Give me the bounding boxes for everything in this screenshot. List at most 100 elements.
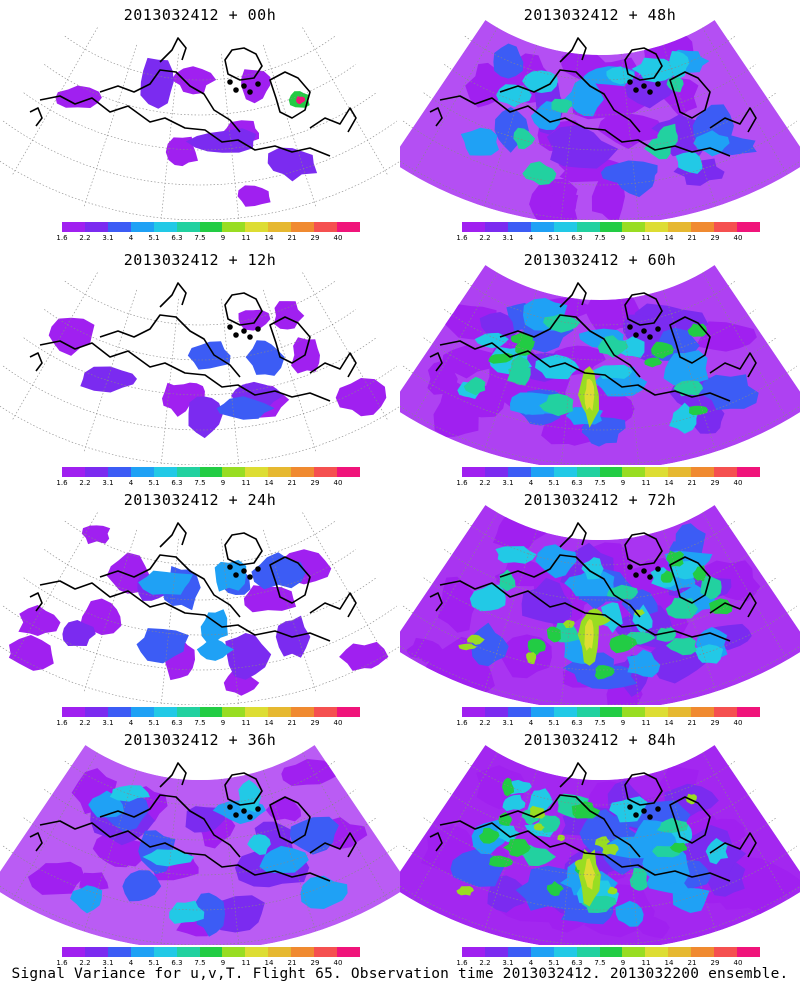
coastline <box>669 556 711 604</box>
meridian-line <box>702 752 788 900</box>
meridian-line <box>483 289 537 452</box>
colorbar-swatch <box>130 707 154 717</box>
island <box>627 564 633 570</box>
island <box>247 814 253 820</box>
colorbar-label: 14 <box>664 719 674 727</box>
variance-contour <box>122 870 162 902</box>
colorbar-swatch <box>484 707 508 717</box>
variance-contour <box>615 900 644 927</box>
colorbar-label: 14 <box>664 234 674 242</box>
coastline <box>624 47 663 81</box>
colorbar-label: 6.3 <box>171 959 183 967</box>
coastlines <box>29 37 357 157</box>
variance-contour <box>196 638 234 661</box>
colorbar-label: 2.2 <box>79 479 91 487</box>
colorbar-label: 1.6 <box>456 959 468 967</box>
variance-contour <box>136 628 189 664</box>
colorbar-swatch <box>153 467 177 477</box>
coastline <box>709 352 757 378</box>
variance-blob <box>223 669 260 696</box>
island <box>655 326 661 332</box>
meridian-line <box>702 512 788 660</box>
colorbar-swatch <box>245 947 269 957</box>
coastline <box>669 796 711 844</box>
colorbar-swatch <box>107 947 131 957</box>
variance-contour <box>225 633 272 680</box>
colorbar-swatch <box>107 467 131 477</box>
variance-blob <box>561 51 608 81</box>
panel-title: 2013032412 + 84h <box>523 731 677 749</box>
island <box>241 328 247 334</box>
coastlines <box>429 762 757 882</box>
figure-caption: Signal Variance for u,v,T. Flight 65. Ob… <box>11 966 789 982</box>
colorbar-label: 3.1 <box>502 234 514 242</box>
colorbar-swatch <box>691 467 715 477</box>
coastline <box>39 95 331 157</box>
colorbar-label: 6.3 <box>571 719 583 727</box>
variance-contour <box>185 806 226 833</box>
panel-00h: 2013032412 + 00h 1.6 2.2 3.1 4 5.1 6.3 7.5 9 11 1… <box>0 0 400 245</box>
coastline <box>224 772 263 806</box>
colorbar-swatch <box>668 707 692 717</box>
variance-contour <box>498 812 513 826</box>
variance-contour <box>660 570 674 583</box>
panel-title: 2013032412 + 60h <box>523 251 677 269</box>
variance-contour <box>693 644 724 664</box>
variance-contour <box>675 152 703 174</box>
colorbar-swatch <box>199 467 223 477</box>
colorbar <box>462 947 760 957</box>
variance-contour <box>466 634 485 645</box>
coastline <box>269 796 311 844</box>
variance-contour <box>62 620 96 646</box>
meridian-line <box>560 53 579 220</box>
colorbar-label: 9 <box>620 234 626 242</box>
colorbar-label: 3.1 <box>102 719 114 727</box>
colorbar-swatch <box>507 947 531 957</box>
colorbar-swatch <box>62 707 85 717</box>
coastline <box>439 820 731 882</box>
meridian-line <box>663 529 717 692</box>
graticule <box>400 272 800 465</box>
colorbar-label: 6.3 <box>571 479 583 487</box>
colorbar-swatch <box>62 222 85 232</box>
colorbar-label: 9 <box>220 234 226 242</box>
variance-contour <box>70 885 103 914</box>
colorbar <box>462 467 760 477</box>
colorbar-labels: 1.6 2.2 3.1 4 5.1 6.3 7.5 9 11 14 21 29 40 <box>56 479 366 491</box>
variance-contour <box>245 340 285 376</box>
meridian-line <box>12 512 98 660</box>
variance-contour <box>543 313 581 333</box>
variance-contour <box>563 77 605 117</box>
variance-contour <box>503 838 531 857</box>
colorbar-swatch <box>553 222 577 232</box>
colorbar-label: 3.1 <box>502 959 514 967</box>
coastline <box>429 107 443 127</box>
colorbar-label: 40 <box>733 959 743 967</box>
colorbar-swatch <box>507 467 531 477</box>
colorbar-swatch <box>176 707 200 717</box>
colorbar-label: 14 <box>264 479 274 487</box>
colorbar-label: 5.1 <box>548 234 560 242</box>
variance-contour <box>140 57 174 109</box>
meridian-line <box>702 27 788 175</box>
variance-contour <box>699 374 759 411</box>
colorbar-label: 4 <box>128 234 134 242</box>
variance-contour <box>576 665 638 690</box>
island <box>255 326 261 332</box>
colorbar-label: 2.2 <box>479 234 491 242</box>
latitude-line <box>44 549 356 601</box>
colorbar-label: 14 <box>264 719 274 727</box>
island <box>655 806 661 812</box>
panel-title: 2013032412 + 00h <box>123 6 277 24</box>
colorbar-swatch <box>691 947 715 957</box>
colorbar-labels: 1.6 2.2 3.1 4 5.1 6.3 7.5 9 11 14 21 29 40 <box>56 719 366 731</box>
colorbar-label: 5.1 <box>548 959 560 967</box>
meridian-line <box>621 538 640 705</box>
island <box>633 812 639 818</box>
colorbar-label: 21 <box>287 234 297 242</box>
variance-contour <box>489 855 514 867</box>
colorbar-label: 21 <box>287 479 297 487</box>
variance-contour <box>487 875 530 913</box>
colorbar-label: 14 <box>264 234 274 242</box>
coastline <box>624 292 663 326</box>
